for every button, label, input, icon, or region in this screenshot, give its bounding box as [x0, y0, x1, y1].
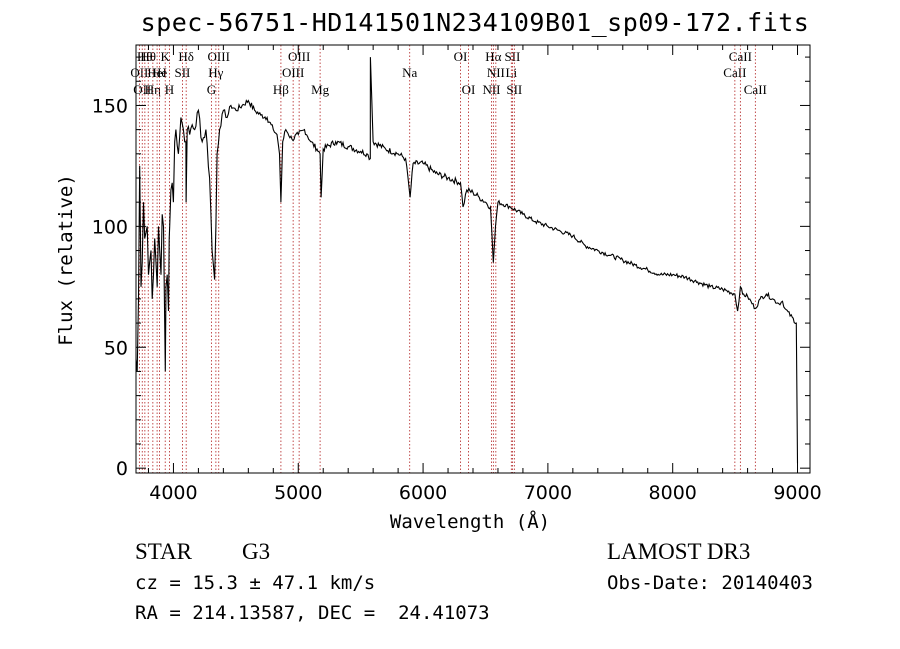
spectral-line-label: Na — [402, 65, 417, 80]
x-tick-label: 5000 — [274, 482, 322, 504]
spectral-line-label: OII — [130, 65, 148, 80]
x-tick-label: 8000 — [649, 482, 697, 504]
spectral-line-label: Hβ — [273, 82, 289, 97]
spectral-line-label: Hθ — [137, 49, 153, 64]
y-axis-title: Flux (relative) — [55, 174, 77, 346]
spectral-line-label: Hη — [145, 82, 161, 97]
object-subclass: G3 — [242, 539, 271, 564]
spectral-line-label: OIII — [288, 49, 310, 64]
survey-name: LAMOST DR3 — [607, 539, 751, 564]
spectral-line-label: G — [207, 82, 216, 97]
spectral-line-label: CaII — [723, 65, 746, 80]
x-axis-title: Wavelength (Å) — [390, 510, 550, 533]
y-tick-label: 0 — [116, 458, 128, 480]
spectral-line-label: Hθ — [140, 49, 156, 64]
object-class: STAR — [135, 539, 192, 564]
y-tick-label: 150 — [92, 95, 128, 117]
spectral-line-label: Hδ — [178, 49, 194, 64]
spectral-line-label: H — [165, 82, 174, 97]
redshift-velocity: cz = 15.3 ± 47.1 km/s — [135, 572, 376, 594]
observation-date: Obs-Date: 20140403 — [607, 572, 813, 594]
spectral-line-label: OI — [462, 82, 476, 97]
x-tick-label: 9000 — [773, 482, 821, 504]
spectral-line-label: Li — [506, 65, 518, 80]
spectral-line-label: OIII — [208, 49, 230, 64]
spectral-line-label: NII — [482, 82, 500, 97]
spectral-line-label: OI — [454, 49, 468, 64]
flux-series-line — [135, 57, 799, 464]
spectral-line-label: SII — [174, 65, 190, 80]
chart-title: spec-56751-HD141501N234109B01_sp09-172.f… — [140, 8, 810, 37]
spectral-line-label: SII — [506, 82, 522, 97]
x-tick-label: 4000 — [149, 482, 197, 504]
spectral-line-label: HeI — [147, 65, 167, 80]
x-tick-label: 6000 — [399, 482, 447, 504]
spectral-line-label: K — [161, 49, 171, 64]
spectral-line-label: Mg — [311, 82, 330, 97]
spectral-line-label: He — [152, 65, 167, 80]
spectral-line-label: SII — [504, 49, 520, 64]
y-tick-label: 100 — [92, 216, 128, 238]
spectral-line-label: NII — [487, 65, 505, 80]
spectral-line-label: CaII — [744, 82, 767, 97]
y-tick-label: 50 — [104, 337, 128, 359]
spectral-line-label: OIII — [282, 65, 304, 80]
spectral-line-label: CaII — [729, 49, 752, 64]
spectral-line-label: Hγ — [208, 65, 223, 80]
spectral-line-label: Hα — [485, 49, 501, 64]
sky-coordinates: RA = 214.13587, DEC = 24.41073 — [135, 602, 490, 624]
x-tick-label: 7000 — [524, 482, 572, 504]
spectral-line-label: OII — [133, 82, 151, 97]
plot-frame — [135, 44, 811, 474]
